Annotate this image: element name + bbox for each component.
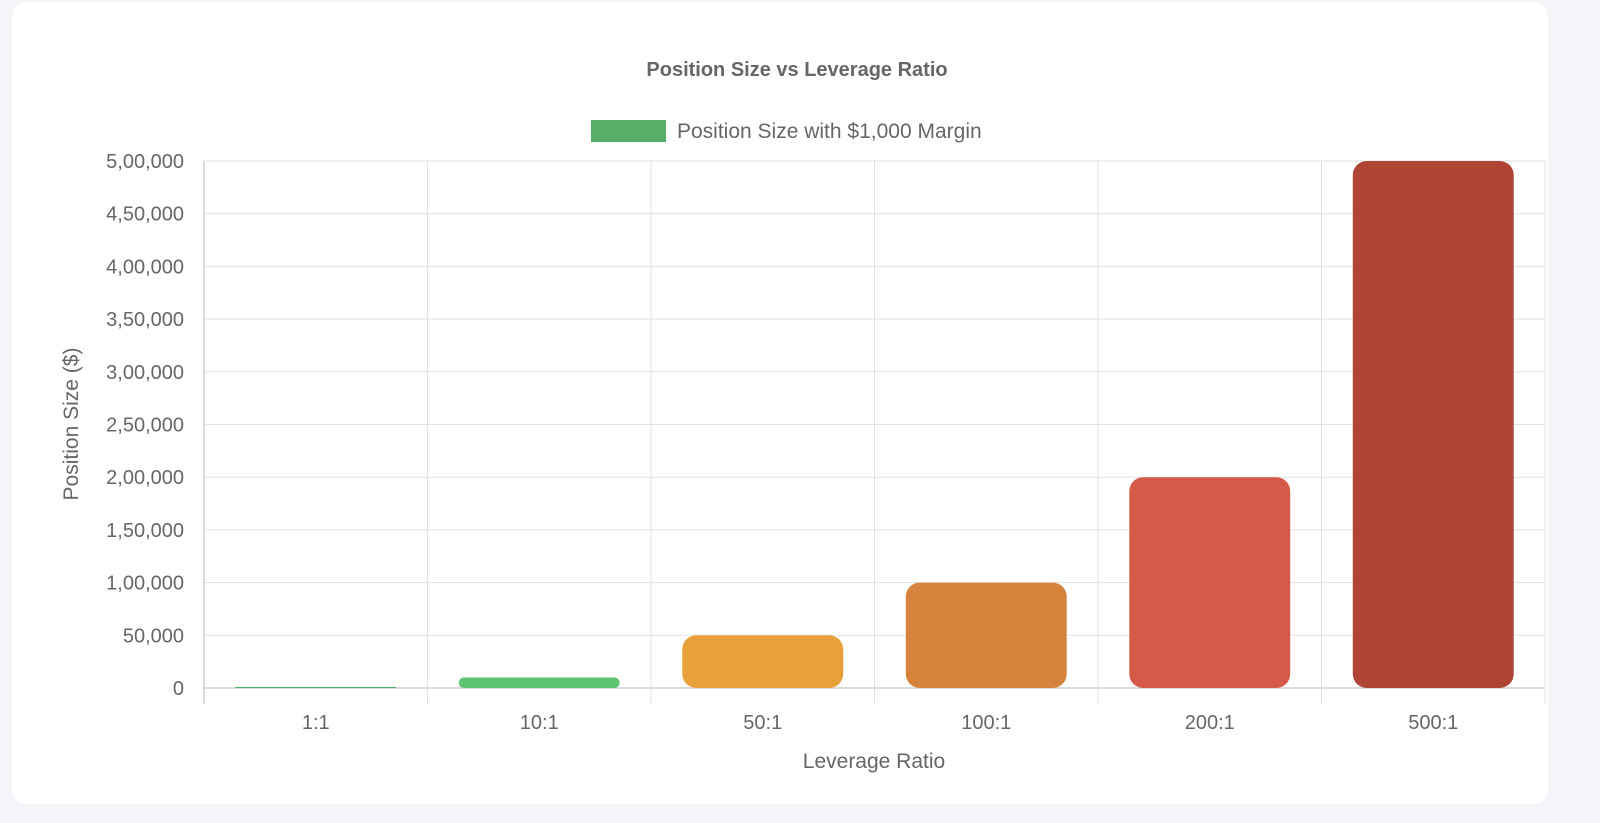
y-tick-label: 4,00,000 [106, 256, 184, 278]
chart-title: Position Size vs Leverage Ratio [646, 59, 947, 81]
y-tick-label: 4,50,000 [106, 204, 184, 226]
legend[interactable]: Position Size with $1,000 Margin [591, 120, 982, 143]
x-axis-title: Leverage Ratio [803, 750, 945, 773]
bar[interactable] [1129, 477, 1291, 688]
bar[interactable] [1352, 161, 1514, 688]
bar[interactable] [905, 582, 1067, 688]
y-tick-label: 1,00,000 [106, 573, 184, 595]
y-tick-label: 3,50,000 [106, 309, 184, 331]
x-tick-label: 50:1 [743, 712, 782, 734]
y-tick-label: 50,000 [123, 625, 184, 647]
grid [203, 160, 1546, 704]
y-axis-title: Position Size ($) [60, 348, 83, 501]
x-axis-ticks: 1:1 10:1 50:1 100:1 200:1 500:1 [302, 712, 1458, 734]
x-tick-label: 500:1 [1408, 712, 1458, 734]
bars [235, 161, 1514, 688]
legend-label: Position Size with $1,000 Margin [677, 120, 982, 143]
y-tick-label: 2,50,000 [106, 415, 184, 437]
y-tick-label: 0 [173, 678, 184, 700]
y-axis-ticks: 0 50,000 1,00,000 1,50,000 2,00,000 2,50,000 3… [106, 151, 184, 700]
y-tick-label: 3,00,000 [106, 362, 184, 384]
x-tick-label: 100:1 [961, 712, 1011, 734]
x-tick-label: 10:1 [520, 712, 559, 734]
x-tick-label: 200:1 [1185, 712, 1235, 734]
y-tick-label: 1,50,000 [106, 520, 184, 542]
bar[interactable] [235, 686, 397, 688]
y-tick-label: 2,00,000 [106, 467, 184, 489]
bar[interactable] [458, 677, 620, 688]
x-tick-label: 1:1 [302, 712, 330, 734]
legend-swatch [591, 120, 666, 142]
bar[interactable] [682, 635, 844, 688]
y-tick-label: 5,00,000 [106, 151, 184, 173]
